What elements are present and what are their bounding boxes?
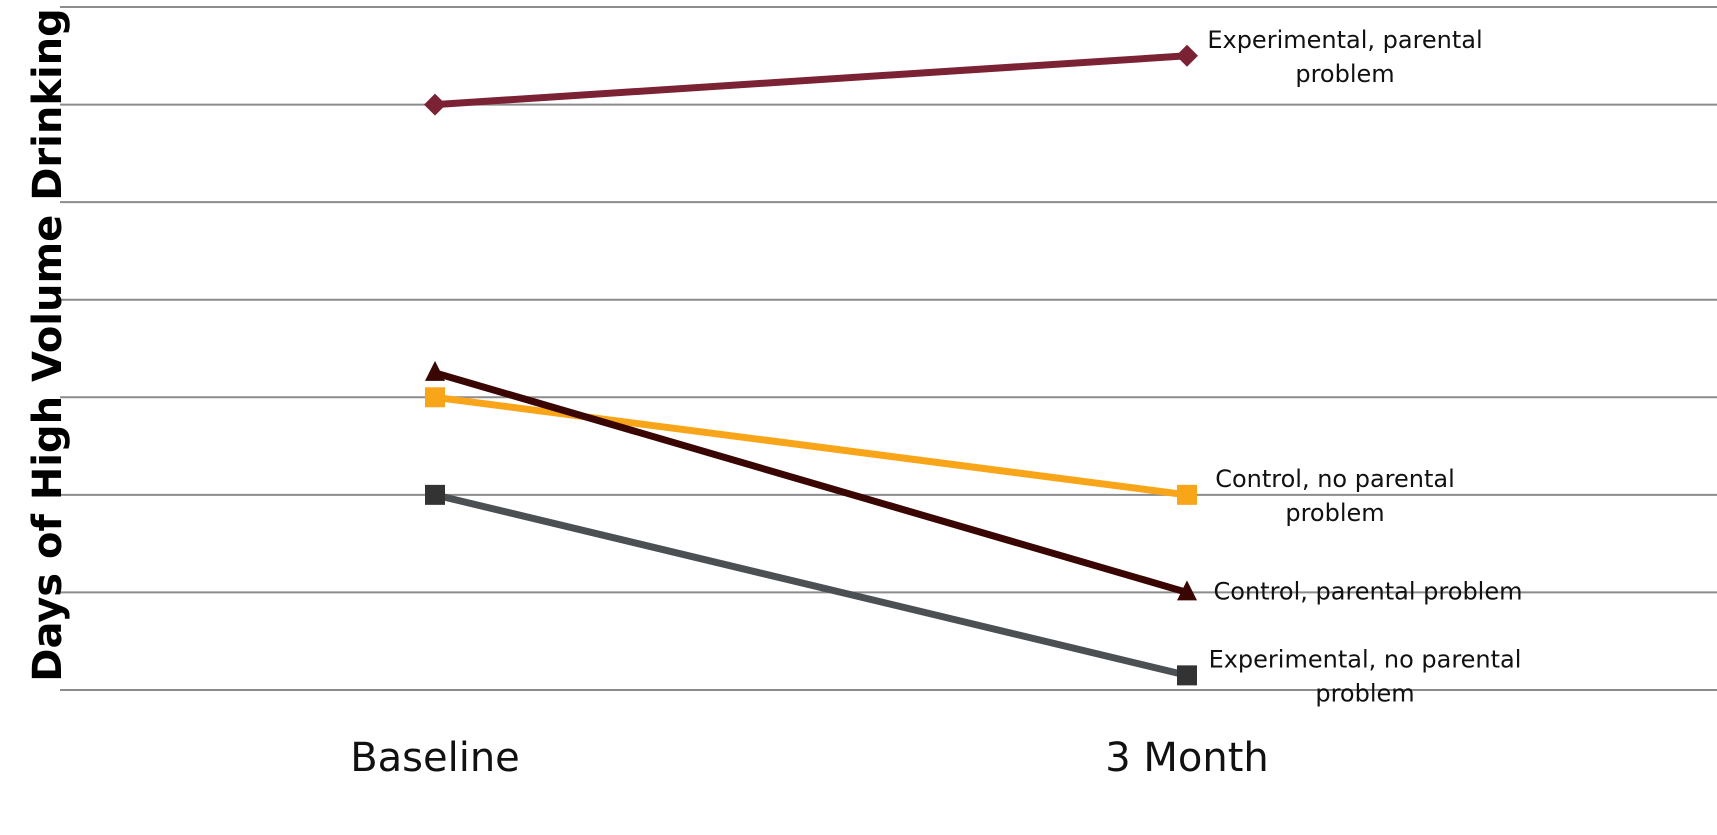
series <box>424 44 1198 686</box>
series-label: Control, parental problem <box>1214 577 1523 605</box>
series-line <box>434 369 1188 596</box>
y-axis-label: Days of High Volume Drinking <box>25 8 71 682</box>
data-point <box>425 387 445 408</box>
series-line <box>434 393 1188 499</box>
gridlines <box>60 6 1717 691</box>
series-group <box>424 44 1198 116</box>
series-line <box>434 52 1188 109</box>
x-tick-label: 3 Month <box>1105 735 1269 781</box>
series-group <box>425 360 1197 601</box>
series-group <box>425 484 1197 686</box>
series-label: Experimental, parental problem <box>1207 26 1482 88</box>
series-labels: Experimental, parental problem Control, no… <box>1207 26 1522 708</box>
data-point <box>424 93 446 116</box>
series-label: Experimental, no parental problem <box>1209 645 1522 707</box>
series-group <box>425 387 1197 505</box>
series-line <box>434 491 1188 679</box>
data-point <box>425 360 445 381</box>
data-point <box>1177 484 1197 505</box>
series-label: Control, no parental problem <box>1215 465 1455 527</box>
data-point <box>1177 580 1197 601</box>
data-point <box>425 484 445 505</box>
x-tick-label: Baseline <box>350 735 520 781</box>
data-point <box>1177 665 1197 686</box>
data-point <box>1176 44 1198 67</box>
x-tick-labels: Baseline 3 Month <box>350 735 1269 781</box>
